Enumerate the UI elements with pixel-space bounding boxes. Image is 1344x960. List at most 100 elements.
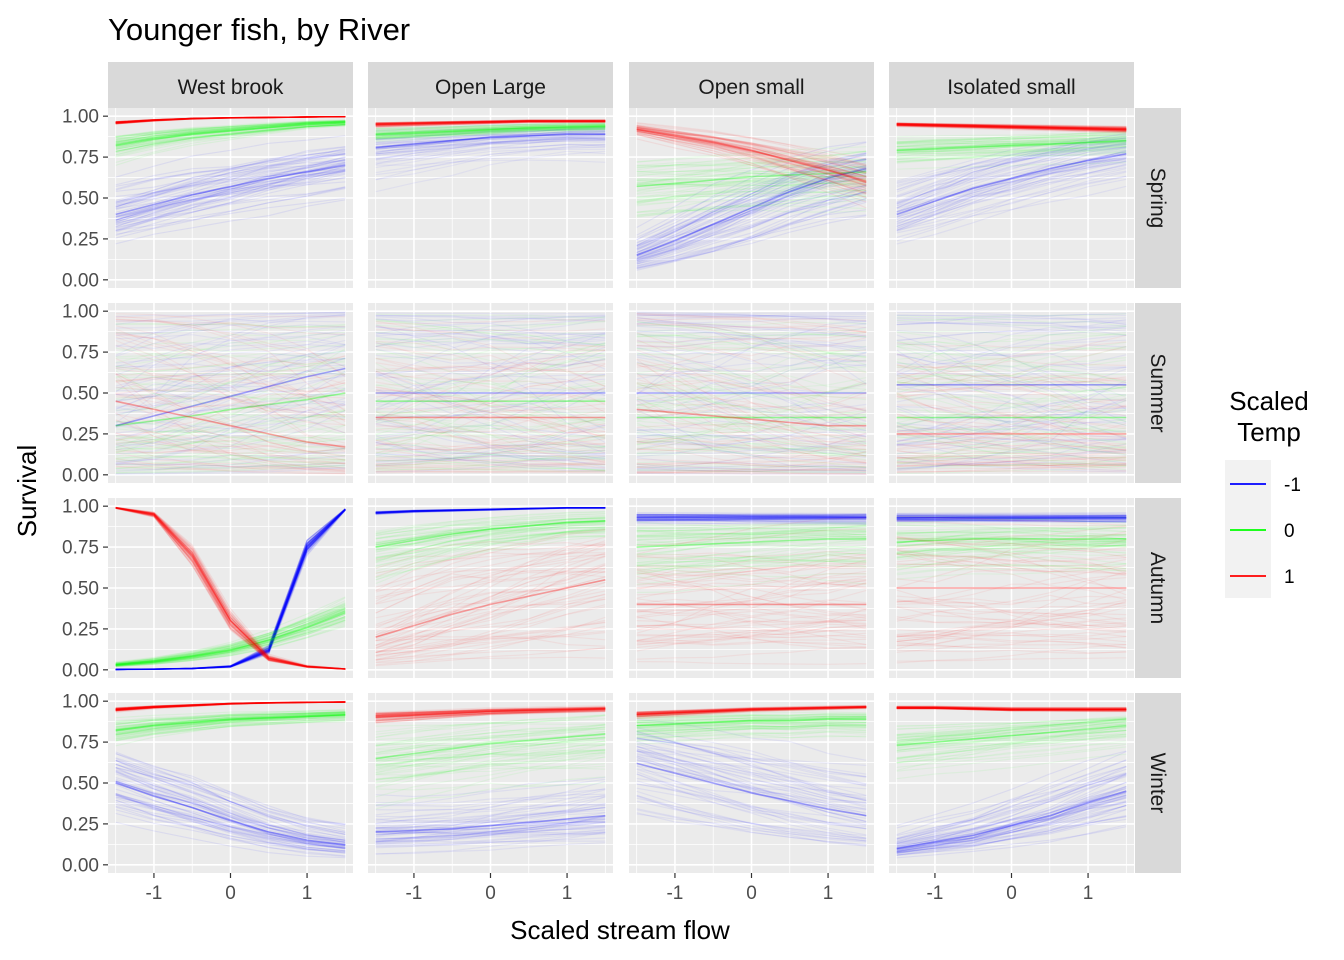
posterior-draw-line	[115, 328, 346, 407]
posterior-draw-line	[115, 701, 346, 711]
posterior-draw-line	[896, 147, 1127, 205]
posterior-draw-line	[375, 119, 606, 124]
posterior-draw-line	[375, 535, 606, 567]
posterior-draw-line	[375, 318, 606, 347]
posterior-draw-line	[115, 176, 346, 232]
posterior-draw-line	[115, 713, 346, 732]
posterior-draw-line	[115, 701, 346, 710]
posterior-draw-line	[896, 154, 1127, 210]
posterior-draw-line	[375, 125, 606, 136]
posterior-draw-line	[115, 350, 346, 416]
posterior-draw-line	[115, 506, 346, 670]
series-temp-0	[115, 596, 346, 668]
posterior-draw-line	[375, 126, 606, 132]
posterior-draw-line	[115, 507, 346, 670]
series-temp--1	[115, 135, 346, 245]
posterior-draw-line	[636, 582, 867, 618]
posterior-draw-line	[375, 425, 606, 450]
posterior-draw-line	[896, 122, 1127, 129]
posterior-draw-line	[636, 511, 867, 515]
posterior-draw-line	[636, 514, 867, 517]
posterior-draw-line	[115, 116, 346, 124]
posterior-draw-line	[896, 392, 1127, 438]
posterior-draw-line	[115, 156, 346, 208]
posterior-draw-line	[896, 723, 1127, 743]
posterior-draw-line	[896, 826, 1127, 856]
posterior-draw-line	[115, 120, 346, 146]
series-mean-line	[896, 153, 1127, 216]
posterior-draw-line	[636, 706, 867, 716]
posterior-draw-line	[636, 812, 867, 842]
posterior-draw-line	[375, 416, 606, 448]
posterior-draw-line	[375, 529, 606, 602]
posterior-draw-line	[375, 750, 606, 762]
posterior-draw-line	[896, 722, 1127, 744]
posterior-draw-line	[636, 794, 867, 847]
series-temp--1	[896, 311, 1127, 473]
posterior-draw-line	[115, 121, 346, 145]
posterior-draw-line	[115, 431, 346, 452]
posterior-draw-line	[115, 462, 346, 468]
posterior-draw-line	[636, 707, 867, 717]
posterior-draw-line	[375, 507, 606, 514]
posterior-draw-line	[115, 448, 346, 460]
posterior-draw-line	[896, 344, 1127, 358]
posterior-draw-line	[115, 507, 346, 670]
posterior-draw-line	[896, 148, 1127, 155]
posterior-draw-line	[375, 706, 606, 714]
posterior-draw-line	[115, 507, 346, 670]
posterior-draw-line	[375, 429, 606, 451]
posterior-draw-line	[896, 124, 1127, 131]
posterior-draw-line	[115, 401, 346, 456]
posterior-draw-line	[375, 708, 606, 716]
posterior-draw-line	[636, 750, 867, 786]
posterior-draw-line	[636, 131, 867, 180]
posterior-draw-line	[375, 507, 606, 514]
posterior-draw-line	[115, 155, 346, 224]
posterior-draw-line	[896, 346, 1127, 356]
posterior-draw-line	[636, 602, 867, 611]
posterior-draw-line	[375, 520, 606, 546]
posterior-draw-line	[375, 706, 606, 715]
posterior-draw-line	[896, 436, 1127, 452]
posterior-draw-line	[636, 359, 867, 416]
posterior-draw-line	[115, 766, 346, 849]
posterior-draw-line	[636, 582, 867, 610]
posterior-draw-line	[115, 759, 346, 844]
posterior-draw-line	[375, 708, 606, 714]
posterior-draw-line	[375, 128, 606, 138]
posterior-draw-line	[375, 507, 606, 513]
posterior-draw-line	[896, 513, 1127, 517]
posterior-draw-line	[636, 513, 867, 516]
posterior-draw-line	[115, 715, 346, 739]
posterior-draw-line	[896, 516, 1127, 519]
posterior-draw-line	[375, 125, 606, 138]
posterior-draw-line	[115, 771, 346, 850]
posterior-draw-line	[375, 710, 606, 720]
posterior-draw-line	[115, 393, 346, 416]
posterior-draw-line	[115, 701, 346, 711]
posterior-draw-line	[115, 719, 346, 741]
posterior-draw-line	[375, 807, 606, 832]
series-temp-1	[896, 515, 1127, 664]
posterior-draw-line	[375, 121, 606, 127]
posterior-draw-line	[636, 518, 867, 521]
posterior-draw-line	[896, 517, 1127, 520]
posterior-draw-line	[896, 123, 1127, 130]
posterior-draw-line	[375, 507, 606, 513]
posterior-draw-line	[896, 743, 1127, 768]
posterior-draw-line	[115, 370, 346, 449]
posterior-draw-line	[115, 347, 346, 366]
posterior-draw-line	[896, 707, 1127, 711]
posterior-draw-line	[115, 797, 346, 848]
posterior-draw-line	[636, 182, 867, 254]
series-temp--1	[375, 122, 606, 193]
posterior-draw-line	[636, 800, 867, 839]
posterior-draw-line	[636, 199, 867, 269]
posterior-draw-line	[636, 706, 867, 716]
series-temp-0	[896, 515, 1127, 580]
posterior-draw-line	[115, 812, 346, 853]
posterior-draw-line	[896, 516, 1127, 519]
posterior-draw-line	[115, 620, 346, 665]
posterior-draw-line	[115, 421, 346, 449]
